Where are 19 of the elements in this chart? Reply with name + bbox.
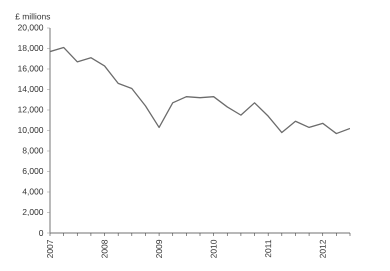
y-tick-label: 12,000 bbox=[18, 106, 44, 114]
y-tick-label: 4,000 bbox=[22, 188, 44, 196]
x-tick-label: 2008 bbox=[102, 240, 108, 258]
y-tick-label: 2,000 bbox=[22, 209, 44, 216]
x-tick-label: 2010 bbox=[210, 240, 217, 258]
x-tick-label: 2011 bbox=[265, 240, 272, 258]
x-tick-label: 2007 bbox=[47, 240, 53, 258]
y-tick-label: 10,000 bbox=[18, 127, 44, 134]
x-tick-label: 2012 bbox=[320, 240, 326, 258]
y-tick-label: 16,000 bbox=[18, 66, 44, 72]
y-tick-label: 14,000 bbox=[18, 86, 44, 93]
y-tick-label: 8,000 bbox=[22, 148, 44, 154]
y-tick-label: 20,000 bbox=[18, 24, 44, 32]
y-tick-label: 18,000 bbox=[18, 45, 44, 52]
y-axis-title: £ millions bbox=[15, 13, 50, 20]
y-tick-label: 0 bbox=[39, 230, 44, 236]
y-tick-label: 6,000 bbox=[22, 168, 44, 175]
x-tick-label: 2009 bbox=[156, 240, 162, 258]
line-series bbox=[50, 46, 350, 134]
